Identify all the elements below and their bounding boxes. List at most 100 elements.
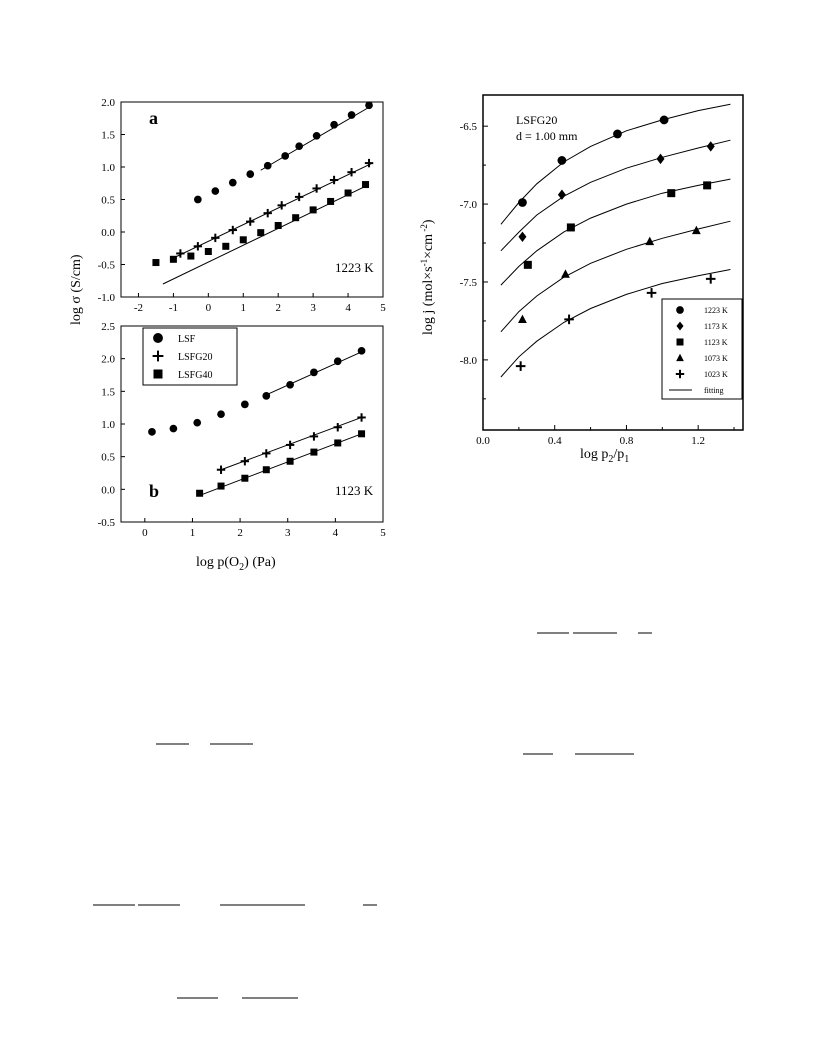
data-point	[228, 178, 237, 187]
x-tick-label: 0.0	[476, 435, 490, 447]
data-point	[523, 260, 532, 269]
data-point	[217, 410, 225, 419]
data-point	[329, 175, 339, 185]
data-point	[262, 466, 270, 474]
fit-line-lsfg20	[173, 162, 373, 259]
data-point	[277, 201, 286, 210]
data-point	[330, 120, 338, 129]
data-point	[364, 158, 374, 168]
data-point	[344, 189, 352, 197]
data-point	[358, 430, 366, 438]
data-point	[263, 161, 272, 170]
legend-label: 1123 K	[704, 338, 728, 347]
data-point	[566, 223, 575, 232]
x-tick-label: 0.4	[548, 435, 562, 447]
y-tick-label: 1.5	[101, 386, 115, 398]
data-point	[217, 482, 225, 490]
data-point	[222, 242, 230, 250]
data-point	[691, 225, 701, 235]
equation-fragments	[93, 632, 652, 999]
data-point	[561, 269, 570, 278]
data-point	[667, 189, 676, 198]
y-tick-label: 0.0	[101, 484, 115, 496]
x-axis-label-ratio: log p2/p1	[580, 447, 629, 465]
legend-marker	[152, 350, 164, 362]
data-point	[241, 474, 249, 482]
data-point	[646, 288, 657, 298]
legend-label: 1173 K	[704, 322, 728, 331]
fit-curve-1173k	[500, 139, 731, 252]
x-tick-label: 4	[333, 527, 339, 539]
data-point	[292, 214, 300, 222]
data-point	[357, 346, 366, 355]
panel-label-a: a	[149, 108, 158, 128]
x-tick-label: 4	[345, 302, 351, 314]
data-point	[312, 131, 321, 140]
data-point	[295, 142, 304, 151]
data-point	[659, 115, 669, 125]
panel-label-b: b	[149, 481, 159, 501]
legend-label: 1023 K	[704, 370, 728, 379]
y-tick-label: -0.5	[98, 260, 116, 272]
data-point	[286, 380, 294, 389]
data-point	[515, 361, 526, 371]
y-tick-label: 2.0	[101, 354, 115, 366]
temperature-label-b: 1123 K	[335, 483, 374, 498]
data-point	[239, 236, 247, 244]
data-point	[294, 192, 304, 202]
legend-label: 1223 K	[704, 306, 728, 315]
data-point	[148, 427, 156, 436]
fit-curve-1023k	[500, 269, 731, 378]
y-tick-label: -7.5	[460, 277, 478, 289]
data-point	[257, 229, 265, 237]
x-tick-label: 0.8	[620, 435, 634, 447]
data-point	[333, 423, 342, 432]
legend-marker	[153, 369, 163, 379]
data-point	[246, 217, 255, 226]
legend-marker	[676, 353, 684, 362]
data-point	[285, 440, 295, 450]
x-tick-label: 2	[237, 527, 243, 539]
y-tick-label: 2.5	[101, 321, 115, 333]
data-point	[312, 184, 321, 193]
data-point	[262, 392, 271, 400]
y-axis-label-j: log j (mol×s-1×cm -2)	[419, 219, 436, 335]
x-tick-label: -2	[134, 302, 143, 314]
data-point	[518, 231, 527, 242]
legend-c: 1223 K 1173 K 1123 K 1073 K 1023 K fitting	[661, 298, 743, 400]
data-point	[228, 225, 237, 235]
legend-label: LSF	[178, 334, 196, 345]
data-point	[211, 233, 220, 243]
data-point	[310, 368, 318, 377]
y-tick-label: -7.0	[460, 199, 478, 211]
data-point	[518, 198, 527, 207]
chart-a: a 1223 K log σ (S/cm) -2 -1 0 1 2 3 4 5 -1.0 -0.5…	[69, 97, 386, 325]
data-point	[309, 206, 317, 214]
x-tick-label: 3	[285, 527, 291, 539]
chart-b: b 1123 K log p(O2) (Pa) LSFLSFG20LSFG40 …	[98, 321, 387, 573]
legend-label: LSFG20	[178, 352, 212, 363]
data-point	[240, 457, 250, 466]
x-tick-label: 0	[142, 527, 148, 539]
data-point	[193, 242, 203, 251]
chart-c: LSFG20 d = 1.00 mm log j (mol×s-1×cm -2)…	[419, 94, 744, 465]
data-point	[705, 274, 716, 284]
fit-line-lsfg40	[162, 184, 370, 285]
y-tick-label: 0.5	[101, 195, 115, 207]
data-point	[365, 101, 373, 110]
x-tick-label: 1	[241, 302, 247, 314]
data-point	[347, 111, 356, 119]
data-point	[564, 314, 574, 325]
data-point	[152, 259, 160, 267]
data-point	[241, 400, 249, 409]
legend-label: 1073 K	[704, 354, 728, 363]
data-point	[334, 439, 342, 447]
data-point	[518, 314, 527, 323]
data-point	[169, 255, 177, 263]
x-tick-label: 3	[310, 302, 316, 314]
legend-marker	[676, 338, 684, 346]
temperature-label-a: 1223 K	[335, 260, 374, 275]
x-tick-label: 0	[206, 302, 212, 314]
y-tick-label: 1.5	[101, 130, 115, 142]
